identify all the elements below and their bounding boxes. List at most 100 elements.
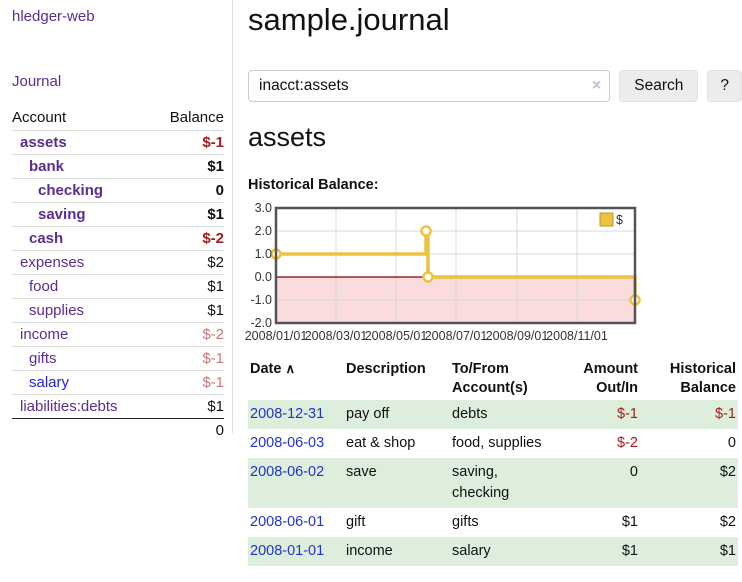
chart-heading: Historical Balance: xyxy=(248,177,379,193)
svg-text:-1.0: -1.0 xyxy=(250,293,272,307)
transaction-balance: $-1 xyxy=(715,406,736,423)
chart-x-axis-labels: 2008/01/01 2008/03/01 2008/05/01 2008/07… xyxy=(245,329,608,343)
svg-text:2008/01/01: 2008/01/01 xyxy=(245,329,308,343)
svg-text:2008/09/01: 2008/09/01 xyxy=(486,329,549,343)
accounts-table: Account Balance assets $-1 bank $1 check… xyxy=(12,106,224,442)
account-link-supplies[interactable]: supplies xyxy=(29,302,85,319)
svg-text:-2.0: -2.0 xyxy=(250,316,272,330)
account-balance: $1 xyxy=(152,154,224,179)
register-header-amount: Amount Out/In xyxy=(583,361,638,396)
account-balance: $-1 xyxy=(152,370,224,395)
historical-balance-chart: $ 3.0 2.0 1.0 0.0 -1.0 -2.0 2008/01/01 2… xyxy=(245,201,641,343)
account-row-expenses: expenses $2 xyxy=(12,250,224,275)
svg-text:0.0: 0.0 xyxy=(255,270,272,284)
transaction-amount: $1 xyxy=(621,543,638,560)
legend-swatch xyxy=(599,212,614,227)
account-balance: $2 xyxy=(152,250,224,275)
transaction-date-link[interactable]: 2008-06-01 xyxy=(250,514,325,531)
transaction-description: eat & shop xyxy=(346,435,416,452)
chart-data-points xyxy=(270,225,641,306)
help-button[interactable]: ? xyxy=(707,70,742,102)
account-link-food[interactable]: food xyxy=(29,278,59,295)
account-link-income[interactable]: income xyxy=(20,326,69,343)
account-link-gifts[interactable]: gifts xyxy=(29,350,57,367)
transaction-balance: $1 xyxy=(719,543,736,560)
account-row-checking: checking 0 xyxy=(12,178,224,203)
svg-text:2008/05/01: 2008/05/01 xyxy=(365,329,428,343)
transaction-amount: 0 xyxy=(629,464,638,481)
transaction-accounts: gifts xyxy=(452,514,479,531)
register-row[interactable]: 2008-12-31 pay off debts $-1 $-1 xyxy=(248,400,738,430)
search-input[interactable] xyxy=(248,70,611,102)
transaction-accounts: saving, checking xyxy=(452,464,510,502)
account-link-checking[interactable]: checking xyxy=(38,182,104,199)
account-row-bank: bank $1 xyxy=(12,154,224,179)
register-header-description: Description xyxy=(346,361,426,377)
account-link-assets[interactable]: assets xyxy=(20,134,67,151)
account-row-assets: assets $-1 xyxy=(12,130,224,155)
svg-text:1.0: 1.0 xyxy=(255,247,272,261)
account-link-bank[interactable]: bank xyxy=(29,158,65,175)
sidebar: hledger-web Journal Account Balance asse… xyxy=(0,0,233,442)
account-row-saving: saving $1 xyxy=(12,202,224,227)
accounts-total-row: 0 xyxy=(12,418,224,442)
chart-legend: $ xyxy=(599,212,623,227)
chart-y-axis-labels: 3.0 2.0 1.0 0.0 -1.0 -2.0 xyxy=(250,201,272,330)
register-header-date[interactable]: Date ∧ xyxy=(250,361,295,377)
transaction-accounts: debts xyxy=(452,406,488,423)
transaction-balance: $2 xyxy=(719,464,736,481)
account-row-salary: salary $-1 xyxy=(12,370,224,395)
register-row[interactable]: 2008-06-03 eat & shop food, supplies $-2… xyxy=(248,429,738,458)
account-heading: assets xyxy=(248,122,327,152)
account-row-liabilities-debts: liabilities:debts $1 xyxy=(12,394,224,419)
account-row-supplies: supplies $1 xyxy=(12,298,224,323)
account-balance: $-2 xyxy=(152,226,224,251)
transaction-description: pay off xyxy=(346,406,390,423)
sidebar-item-journal[interactable]: Journal xyxy=(12,73,62,90)
account-link-liabilities-debts[interactable]: liabilities:debts xyxy=(20,398,118,415)
account-link-salary[interactable]: salary xyxy=(29,374,70,391)
register-row[interactable]: 2008-06-01 gift gifts $1 $2 xyxy=(248,508,738,537)
account-row-gifts: gifts $-1 xyxy=(12,346,224,371)
svg-text:2008/11/01: 2008/11/01 xyxy=(546,329,608,343)
transaction-balance: $2 xyxy=(719,514,736,531)
transaction-date-link[interactable]: 2008-01-01 xyxy=(250,543,325,560)
accounts-header-account: Account xyxy=(12,109,67,126)
account-balance: $1 xyxy=(152,202,224,227)
accounts-header-balance: Balance xyxy=(169,109,224,126)
register-header-accounts: To/From Account(s) xyxy=(452,361,528,396)
transaction-date-link[interactable]: 2008-06-03 xyxy=(250,435,325,452)
account-row-food: food $1 xyxy=(12,274,224,299)
svg-text:2.0: 2.0 xyxy=(255,224,272,238)
clear-search-icon[interactable]: × xyxy=(591,77,602,94)
transaction-date-link[interactable]: 2008-06-02 xyxy=(250,464,325,481)
svg-text:2008/03/01: 2008/03/01 xyxy=(305,329,368,343)
register-row[interactable]: 2008-01-01 income salary $1 $1 xyxy=(248,537,738,567)
account-balance: $-1 xyxy=(152,346,224,371)
account-row-cash: cash $-2 xyxy=(12,226,224,251)
register-row[interactable]: 2008-06-02 save saving, checking 0 $2 xyxy=(248,458,738,509)
brand-link[interactable]: hledger-web xyxy=(12,8,95,25)
accounts-total-value: 0 xyxy=(152,418,224,442)
transaction-amount: $-2 xyxy=(617,435,638,452)
account-link-cash[interactable]: cash xyxy=(29,230,64,247)
transaction-description: gift xyxy=(346,514,366,531)
account-link-expenses[interactable]: expenses xyxy=(20,254,85,271)
transaction-accounts: food, supplies xyxy=(452,435,542,452)
svg-text:2008/07/01: 2008/07/01 xyxy=(425,329,488,343)
account-balance: 0 xyxy=(152,178,224,203)
account-link-saving[interactable]: saving xyxy=(38,206,86,223)
search-button[interactable]: Search xyxy=(619,70,699,102)
transaction-date-link[interactable]: 2008-12-31 xyxy=(250,406,325,423)
page-title: sample.journal xyxy=(248,2,450,37)
transaction-description: income xyxy=(346,543,393,560)
register-table: Date ∧ Description To/From Account(s) Am… xyxy=(248,358,738,567)
register-header-balance: Historical Balance xyxy=(669,361,736,396)
transaction-amount: $1 xyxy=(621,514,638,531)
legend-label: $ xyxy=(616,213,623,227)
search-form: × Search ? xyxy=(248,70,742,102)
account-balance: $1 xyxy=(152,298,224,323)
transaction-amount: $-1 xyxy=(617,406,638,423)
sort-ascending-icon: ∧ xyxy=(285,361,295,376)
account-row-income: income $-2 xyxy=(12,322,224,347)
